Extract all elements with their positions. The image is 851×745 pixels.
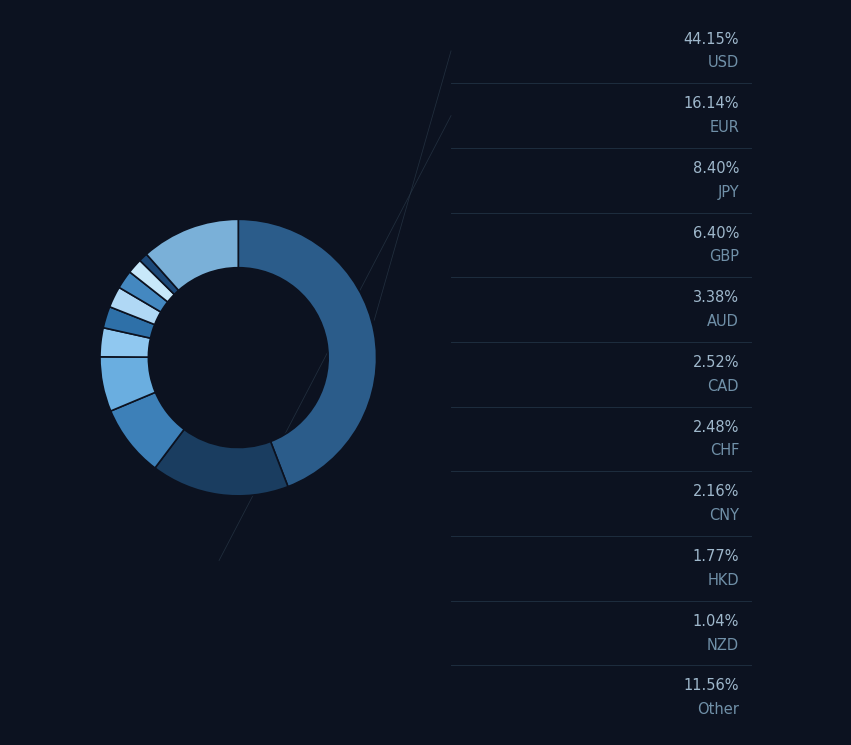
Text: 1.04%: 1.04% — [693, 614, 739, 629]
Wedge shape — [119, 272, 168, 312]
Text: 2.48%: 2.48% — [693, 419, 739, 434]
Wedge shape — [238, 219, 376, 486]
Text: 6.40%: 6.40% — [693, 226, 739, 241]
Text: CNY: CNY — [709, 508, 739, 523]
Text: AUD: AUD — [707, 314, 739, 329]
Text: 11.56%: 11.56% — [683, 679, 739, 694]
Text: NZD: NZD — [707, 638, 739, 653]
Text: 2.52%: 2.52% — [693, 355, 739, 370]
Text: HKD: HKD — [707, 573, 739, 588]
Wedge shape — [103, 307, 155, 338]
Wedge shape — [146, 219, 238, 291]
Text: 8.40%: 8.40% — [693, 161, 739, 176]
Text: CHF: CHF — [710, 443, 739, 458]
Text: GBP: GBP — [709, 250, 739, 264]
Text: 2.16%: 2.16% — [693, 484, 739, 499]
Text: USD: USD — [708, 55, 739, 70]
Text: 44.15%: 44.15% — [683, 31, 739, 46]
Text: 3.38%: 3.38% — [693, 291, 739, 305]
Text: 16.14%: 16.14% — [683, 96, 739, 111]
Text: CAD: CAD — [707, 378, 739, 394]
Wedge shape — [100, 328, 151, 357]
Text: 1.77%: 1.77% — [693, 549, 739, 564]
Wedge shape — [140, 254, 179, 294]
Wedge shape — [100, 357, 156, 411]
Text: Other: Other — [697, 703, 739, 717]
Wedge shape — [129, 261, 174, 302]
Wedge shape — [111, 393, 184, 468]
Wedge shape — [155, 429, 288, 496]
Wedge shape — [110, 288, 161, 325]
Text: EUR: EUR — [709, 120, 739, 135]
Text: JPY: JPY — [717, 185, 739, 200]
